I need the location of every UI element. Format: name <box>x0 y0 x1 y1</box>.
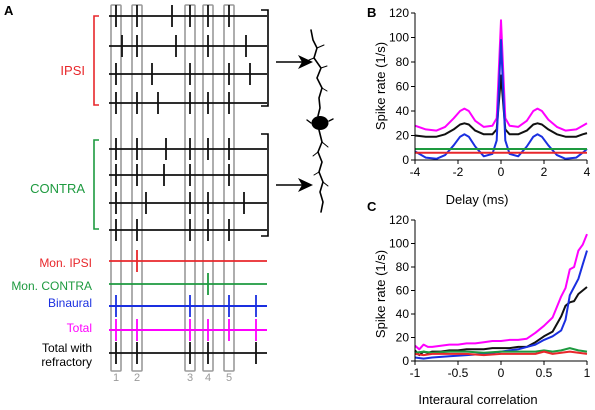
panel-c-axes: -1 -0.5 0 0.5 1 0 20 40 60 80 100 120 <box>389 213 591 380</box>
total-label: Total <box>67 321 92 335</box>
panel-b-y-tick-label: 0 <box>402 153 409 167</box>
contra-right-bracket <box>261 133 269 237</box>
panel-b-ylabel: Spike rate (1/s) <box>373 42 388 130</box>
binaural-label: Binaural <box>48 296 92 310</box>
contra-train <box>109 138 267 160</box>
binaural-train <box>109 295 267 317</box>
panel-c-series-line-5 <box>414 350 588 357</box>
panel-b-x-tick-label: 4 <box>584 165 591 179</box>
panel-b-x-tick-label: 2 <box>541 165 548 179</box>
ipsi-train <box>109 92 267 114</box>
panel-c-x-tick-label: -0.5 <box>448 366 469 380</box>
spike-rasters <box>109 5 267 364</box>
panel-b-y-tick-label: 20 <box>396 129 410 143</box>
total-train <box>109 319 267 341</box>
panel-c-series-line-1 <box>414 233 588 351</box>
contra-train <box>109 219 267 241</box>
refractory-label-line1: Total with <box>42 341 92 355</box>
panel-c-series <box>414 233 588 360</box>
panel-c-chart: -1 -0.5 0 0.5 1 0 20 40 60 80 100 120 Interaural co… <box>373 213 591 407</box>
ipsi-train <box>109 5 267 27</box>
window-number-3: 3 <box>187 372 193 384</box>
panel-b-y-tick-label: 80 <box>396 55 410 69</box>
panel-c-y-tick-label: 20 <box>396 331 410 345</box>
coincidence-window-2 <box>131 4 143 372</box>
panel-c-y-tick-label: 100 <box>389 237 409 251</box>
panel-b-y-tick-label: 100 <box>389 31 409 45</box>
arrow-icon <box>276 178 313 192</box>
contra-train <box>109 164 267 186</box>
panel-c-ylabel: Spike rate (1/s) <box>373 250 388 338</box>
window-number-5: 5 <box>226 372 232 384</box>
panel-b-y-tick-label: 60 <box>396 80 410 94</box>
panel-label-c: C <box>367 199 377 214</box>
panel-c-series-line-4 <box>414 347 588 354</box>
panel-c-series-line-3 <box>414 250 588 360</box>
panel-b-y-tick-label: 120 <box>389 6 409 20</box>
ipsi-group-label: IPSI <box>60 63 85 78</box>
window-number-1: 1 <box>113 372 119 384</box>
panel-b-x-tick-label: -2 <box>453 165 464 179</box>
panel-c-x-tick-label: 1 <box>584 366 591 380</box>
panel-b-x-tick-label: -4 <box>410 165 421 179</box>
ipsi-train <box>109 63 267 85</box>
panel-c-y-tick-label: 0 <box>402 354 409 368</box>
refractory-label-line2: refractory <box>41 355 92 369</box>
panel-c-y-tick-label: 120 <box>389 213 409 227</box>
contra-train <box>109 192 267 214</box>
panel-b-series-line-3 <box>414 39 588 160</box>
ipsi-train <box>109 35 267 57</box>
coincidence-windows <box>110 4 235 372</box>
panel-c-y-tick-label: 80 <box>396 260 410 274</box>
mon-contra-label: Mon. CONTRA <box>11 279 92 293</box>
refractory-train <box>109 342 267 364</box>
panel-c-y-tick-label: 60 <box>396 284 410 298</box>
panel-b-xlabel: Delay (ms) <box>446 192 509 207</box>
mon-ipsi-train <box>109 250 267 272</box>
panel-c-x-tick-label: 0 <box>498 366 505 380</box>
panel-c-x-tick-label: 0.5 <box>536 366 553 380</box>
mon-ipsi-label: Mon. IPSI <box>39 256 92 270</box>
panel-c-x-tick-label: -1 <box>410 366 421 380</box>
contra-bracket <box>93 139 99 230</box>
contra-group-label: CONTRA <box>30 181 85 196</box>
window-number-4: 4 <box>205 372 211 384</box>
panel-label-b: B <box>367 5 376 20</box>
ipsi-right-bracket <box>261 9 269 107</box>
arrow-icon <box>276 55 313 69</box>
neuron-silhouette-icon <box>306 29 334 213</box>
panel-label-a: A <box>4 3 14 18</box>
panel-c-y-tick-label: 40 <box>396 307 410 321</box>
panel-b-x-tick-label: 0 <box>498 165 505 179</box>
mon-contra-train <box>109 273 267 295</box>
panel-b-series-line-2 <box>414 74 588 138</box>
panel-b-y-tick-label: 40 <box>396 104 410 118</box>
coincidence-window-4 <box>202 4 214 372</box>
panel-c-xlabel: Interaural correlation <box>418 392 537 407</box>
panel-b-series <box>414 19 588 160</box>
panel-a-raster: IPSI CONTRA Mon. IPSI Mon. CONTRA Binaur… <box>11 4 334 384</box>
ipsi-bracket <box>93 15 99 106</box>
window-number-2: 2 <box>134 372 140 384</box>
